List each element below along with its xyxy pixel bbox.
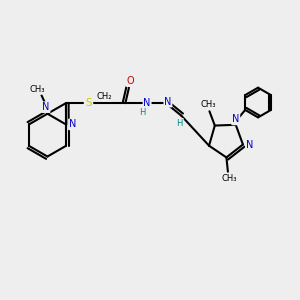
Text: H: H [177, 118, 183, 127]
Text: O: O [127, 76, 134, 86]
Text: CH₃: CH₃ [222, 174, 237, 183]
Text: N: N [246, 140, 253, 149]
Text: CH₂: CH₂ [97, 92, 112, 101]
Text: N: N [42, 102, 50, 112]
Text: N: N [69, 119, 76, 129]
Text: H: H [139, 107, 145, 116]
Text: N: N [143, 98, 151, 108]
Text: CH₃: CH₃ [29, 85, 45, 94]
Text: N: N [164, 97, 172, 106]
Text: N: N [232, 115, 239, 124]
Text: CH₃: CH₃ [200, 100, 216, 109]
Text: S: S [86, 98, 92, 108]
